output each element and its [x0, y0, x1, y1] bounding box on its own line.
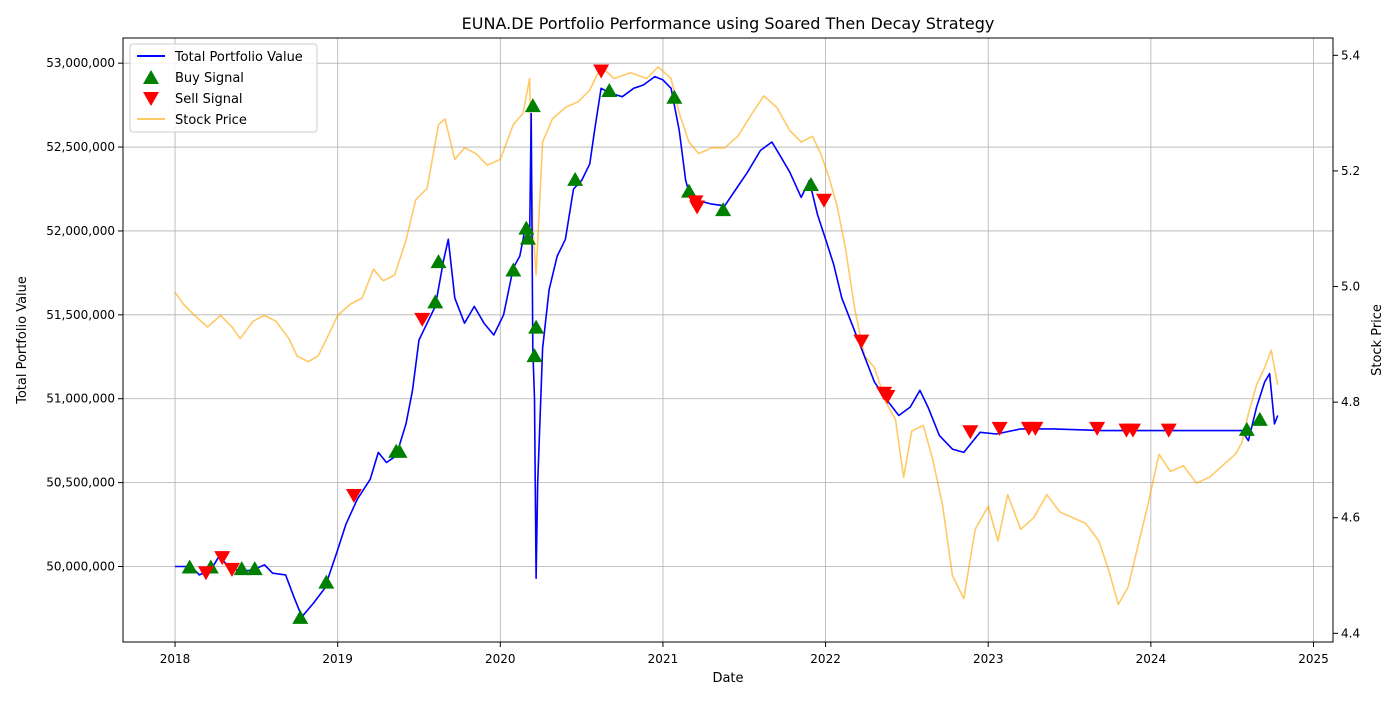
stock-price-line — [174, 66, 1279, 606]
legend: Total Portfolio Value Buy Signal Sell Si… — [129, 43, 318, 133]
legend-label-price: Stock Price — [175, 113, 247, 128]
buy-signal-marker — [1238, 421, 1255, 436]
y-axis-title: Total Portfolio Value — [15, 276, 30, 405]
x-tick-label: 2019 — [322, 652, 353, 666]
legend-label-portfolio: Total Portfolio Value — [174, 50, 303, 65]
buy-signal-marker — [430, 254, 447, 269]
y-tick-label: 50,500,000 — [46, 476, 115, 490]
portfolio-value-line-layer — [175, 75, 1279, 618]
x-axis-title: Date — [712, 671, 743, 686]
sell-signal-marker — [962, 425, 979, 440]
buy-signal-marker — [427, 294, 444, 309]
buy-signal-marker — [246, 561, 263, 576]
sell-signal-marker — [223, 562, 240, 577]
buy-signal-marker — [526, 348, 543, 363]
y-tick-label: 52,000,000 — [46, 224, 115, 238]
sell-signal-marker — [1089, 421, 1106, 436]
sell-signal-marker — [593, 64, 610, 79]
y-tick-label: 52,500,000 — [46, 140, 115, 154]
y-tick-label: 50,000,000 — [46, 560, 115, 574]
sell-signal-marker — [197, 566, 214, 581]
legend-swatch-buy — [143, 70, 159, 84]
x-tick-label: 2025 — [1298, 652, 1329, 666]
portfolio-value-line — [175, 75, 1279, 618]
x-tick-label: 2020 — [485, 652, 516, 666]
stock-price-line-layer — [174, 66, 1279, 606]
buy-signal-marker — [524, 98, 541, 113]
legend-label-buy: Buy Signal — [175, 71, 244, 86]
buy-signal-marker — [601, 83, 618, 98]
plot-frame — [122, 37, 1334, 643]
sell-signal-marker — [414, 312, 431, 327]
sell-signal-marker — [1027, 421, 1044, 436]
buy-signal-marker — [233, 561, 250, 576]
x-tick-label: 2023 — [973, 652, 1004, 666]
sell-signal-marker — [1124, 423, 1141, 438]
sell-signal-marker — [689, 200, 706, 215]
y2-tick-label: 5.0 — [1341, 280, 1360, 294]
y2-tick-label: 4.4 — [1341, 626, 1360, 640]
y2-axis-title: Stock Price — [1370, 304, 1385, 376]
signal-markers-layer — [181, 64, 1268, 624]
buy-signal-marker — [391, 443, 408, 458]
sell-signal-marker — [815, 193, 832, 208]
x-tick-label: 2021 — [648, 652, 679, 666]
buy-signal-marker — [292, 609, 309, 624]
x-tick-label: 2022 — [810, 652, 841, 666]
buy-signal-marker — [567, 171, 584, 186]
y2-tick-label: 5.4 — [1341, 48, 1360, 62]
x-tick-label: 2024 — [1136, 652, 1167, 666]
sell-signal-marker — [879, 390, 896, 405]
x-tick-label: 2018 — [160, 652, 191, 666]
buy-signal-marker — [528, 319, 545, 334]
y2-tick-label: 4.6 — [1341, 511, 1360, 525]
buy-signal-marker — [1251, 411, 1268, 426]
sell-signal-marker — [345, 489, 362, 504]
sell-signal-marker — [853, 334, 870, 349]
sell-signal-marker — [1160, 423, 1177, 438]
buy-signal-marker — [518, 220, 535, 235]
grid — [123, 38, 1333, 642]
buy-signal-marker — [715, 202, 732, 217]
y2-tick-label: 5.2 — [1341, 164, 1360, 178]
x-axis: 2018 2019 2020 2021 2022 2023 2024 2025 — [160, 642, 1329, 666]
y-tick-label: 53,000,000 — [46, 56, 115, 70]
buy-signal-marker — [519, 230, 536, 245]
y-tick-label: 51,500,000 — [46, 308, 115, 322]
buy-signal-marker — [181, 559, 198, 574]
buy-signal-marker — [318, 574, 335, 589]
buy-signal-marker — [505, 262, 522, 277]
buy-signal-marker — [680, 183, 697, 198]
buy-signal-marker — [802, 176, 819, 191]
sell-signal-marker — [991, 421, 1008, 436]
y-tick-label: 51,000,000 — [46, 392, 115, 406]
legend-swatch-sell — [143, 92, 159, 106]
y-axis-left: 50,000,000 50,500,000 51,000,000 51,500,000… — [46, 56, 123, 574]
chart-title: EUNA.DE Portfolio Performance using Soar… — [462, 14, 995, 33]
legend-label-sell: Sell Signal — [175, 92, 243, 107]
sell-signal-marker — [214, 551, 231, 566]
y-axis-right: 4.4 4.6 4.8 5.0 5.2 5.4 — [1333, 48, 1360, 640]
y2-tick-label: 4.8 — [1341, 395, 1360, 409]
legend-box — [129, 43, 318, 133]
buy-signal-marker — [666, 89, 683, 104]
